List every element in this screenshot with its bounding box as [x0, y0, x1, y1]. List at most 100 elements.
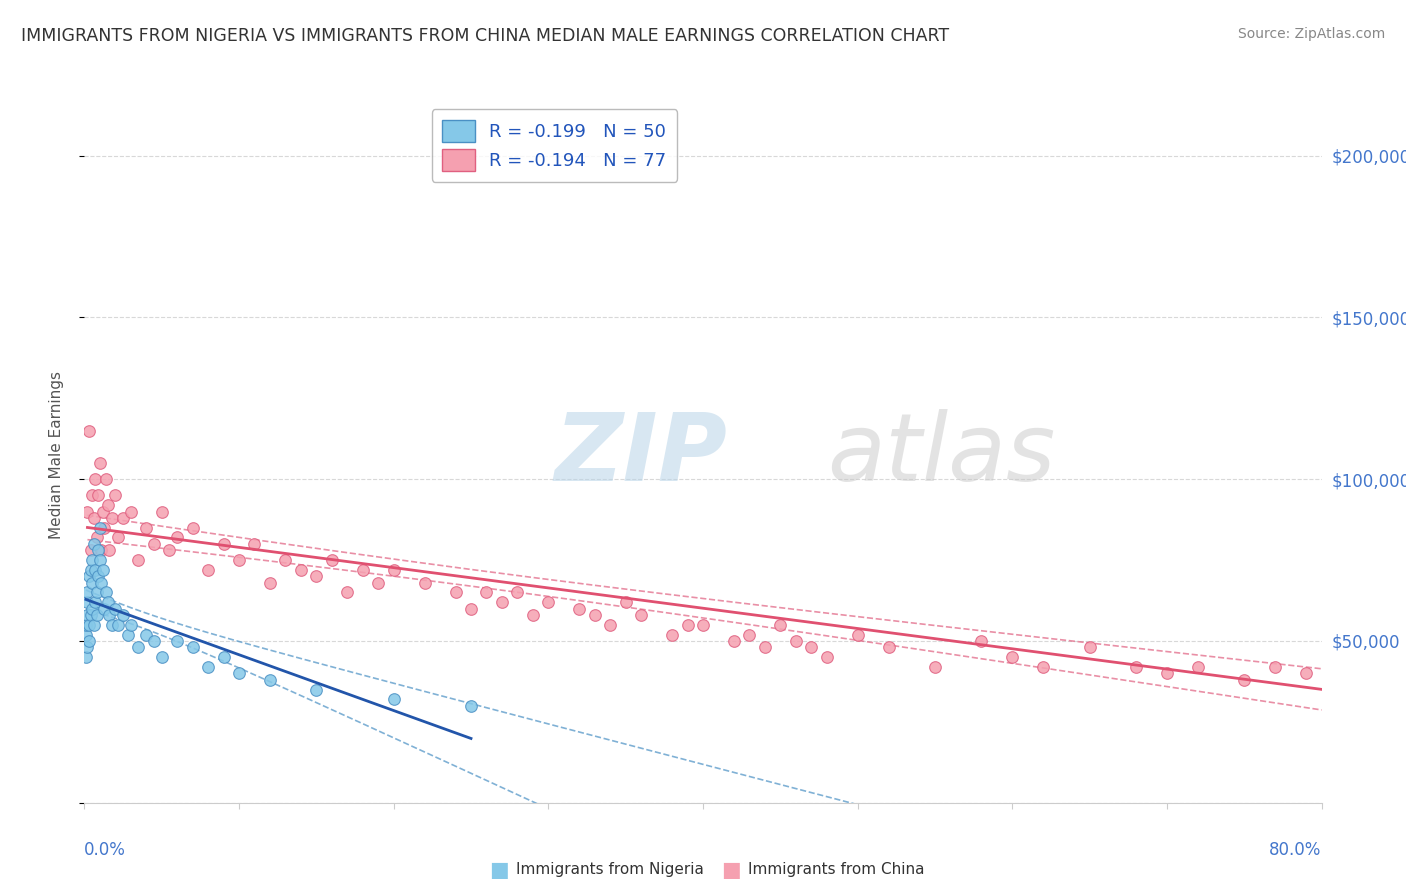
Point	[1264, 660, 1286, 674]
Point	[82, 488, 104, 502]
Point	[87, 543, 110, 558]
Point	[676, 617, 699, 632]
Point	[1156, 666, 1178, 681]
Point	[79, 543, 101, 558]
Point	[89, 553, 111, 567]
Point	[104, 488, 127, 502]
Point	[86, 585, 108, 599]
Point	[321, 553, 343, 567]
Point	[166, 634, 188, 648]
Point	[98, 608, 121, 623]
Point	[150, 504, 173, 518]
Point	[815, 650, 838, 665]
Y-axis label: Median Male Earnings: Median Male Earnings	[49, 371, 63, 539]
Point	[754, 640, 776, 655]
Point	[506, 585, 529, 599]
Point	[112, 608, 135, 623]
Point	[367, 575, 389, 590]
Point	[79, 563, 101, 577]
Point	[846, 627, 869, 641]
Point	[83, 537, 105, 551]
Point	[1187, 660, 1209, 674]
Point	[1295, 666, 1317, 681]
Point	[76, 608, 98, 623]
Point	[101, 617, 124, 632]
Point	[460, 601, 482, 615]
Point	[90, 543, 112, 558]
Text: Immigrants from Nigeria: Immigrants from Nigeria	[516, 863, 704, 877]
Point	[84, 563, 107, 577]
Point	[82, 575, 104, 590]
Point	[98, 543, 121, 558]
Point	[77, 569, 100, 583]
Point	[1078, 640, 1101, 655]
Point	[661, 627, 683, 641]
Point	[75, 617, 97, 632]
Point	[305, 569, 328, 583]
Point	[259, 575, 281, 590]
Text: Immigrants from China: Immigrants from China	[748, 863, 925, 877]
Point	[84, 472, 107, 486]
Point	[93, 521, 115, 535]
Point	[614, 595, 637, 609]
Legend: R = -0.199   N = 50, R = -0.194   N = 77: R = -0.199 N = 50, R = -0.194 N = 77	[432, 109, 678, 182]
Point	[212, 650, 235, 665]
Point	[1319, 446, 1341, 460]
Point	[800, 640, 823, 655]
Point	[76, 595, 98, 609]
Point	[83, 511, 105, 525]
Point	[76, 585, 98, 599]
Point	[243, 537, 266, 551]
Point	[77, 634, 100, 648]
Point	[94, 585, 117, 599]
Point	[537, 595, 560, 609]
Point	[460, 698, 482, 713]
Point	[305, 682, 328, 697]
Text: 80.0%: 80.0%	[1270, 841, 1322, 859]
Point	[97, 498, 120, 512]
Point	[336, 585, 359, 599]
Point	[1125, 660, 1147, 674]
Point	[120, 504, 142, 518]
Point	[259, 673, 281, 687]
Point	[150, 650, 173, 665]
Point	[83, 617, 105, 632]
Text: ■: ■	[721, 860, 741, 880]
Text: ZIP: ZIP	[554, 409, 727, 501]
Point	[197, 660, 219, 674]
Point	[212, 537, 235, 551]
Point	[382, 563, 405, 577]
Point	[692, 617, 714, 632]
Point	[128, 553, 150, 567]
Point	[630, 608, 652, 623]
Point	[197, 563, 219, 577]
Point	[135, 521, 157, 535]
Point	[181, 640, 204, 655]
Point	[352, 563, 374, 577]
Point	[91, 504, 114, 518]
Point	[135, 627, 157, 641]
Point	[228, 666, 250, 681]
Text: atlas: atlas	[827, 409, 1054, 500]
Point	[77, 617, 100, 632]
Point	[413, 575, 436, 590]
Point	[117, 627, 139, 641]
Point	[924, 660, 946, 674]
Point	[107, 617, 129, 632]
Point	[181, 521, 204, 535]
Point	[128, 640, 150, 655]
Text: Source: ZipAtlas.com: Source: ZipAtlas.com	[1237, 27, 1385, 41]
Point	[785, 634, 807, 648]
Text: ■: ■	[489, 860, 509, 880]
Point	[82, 601, 104, 615]
Point	[522, 608, 544, 623]
Point	[1001, 650, 1024, 665]
Point	[228, 553, 250, 567]
Point	[86, 608, 108, 623]
Point	[159, 543, 181, 558]
Point	[89, 456, 111, 470]
Point	[583, 608, 606, 623]
Point	[91, 563, 114, 577]
Point	[970, 634, 993, 648]
Point	[166, 531, 188, 545]
